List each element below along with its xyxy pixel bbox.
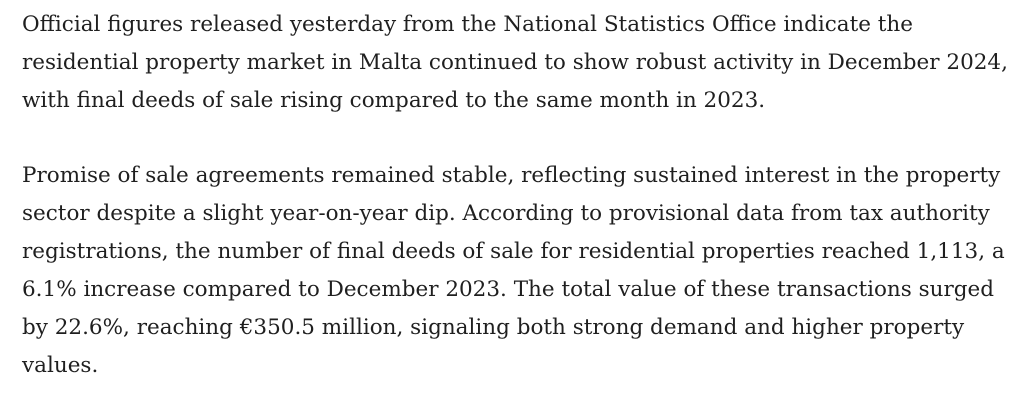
article-paragraph-1: Official figures released yesterday from… xyxy=(22,12,1008,113)
article-body: Official figures released yesterday from… xyxy=(22,12,1008,378)
article-paragraph-2: Promise of sale agreements remained stab… xyxy=(22,163,1005,378)
